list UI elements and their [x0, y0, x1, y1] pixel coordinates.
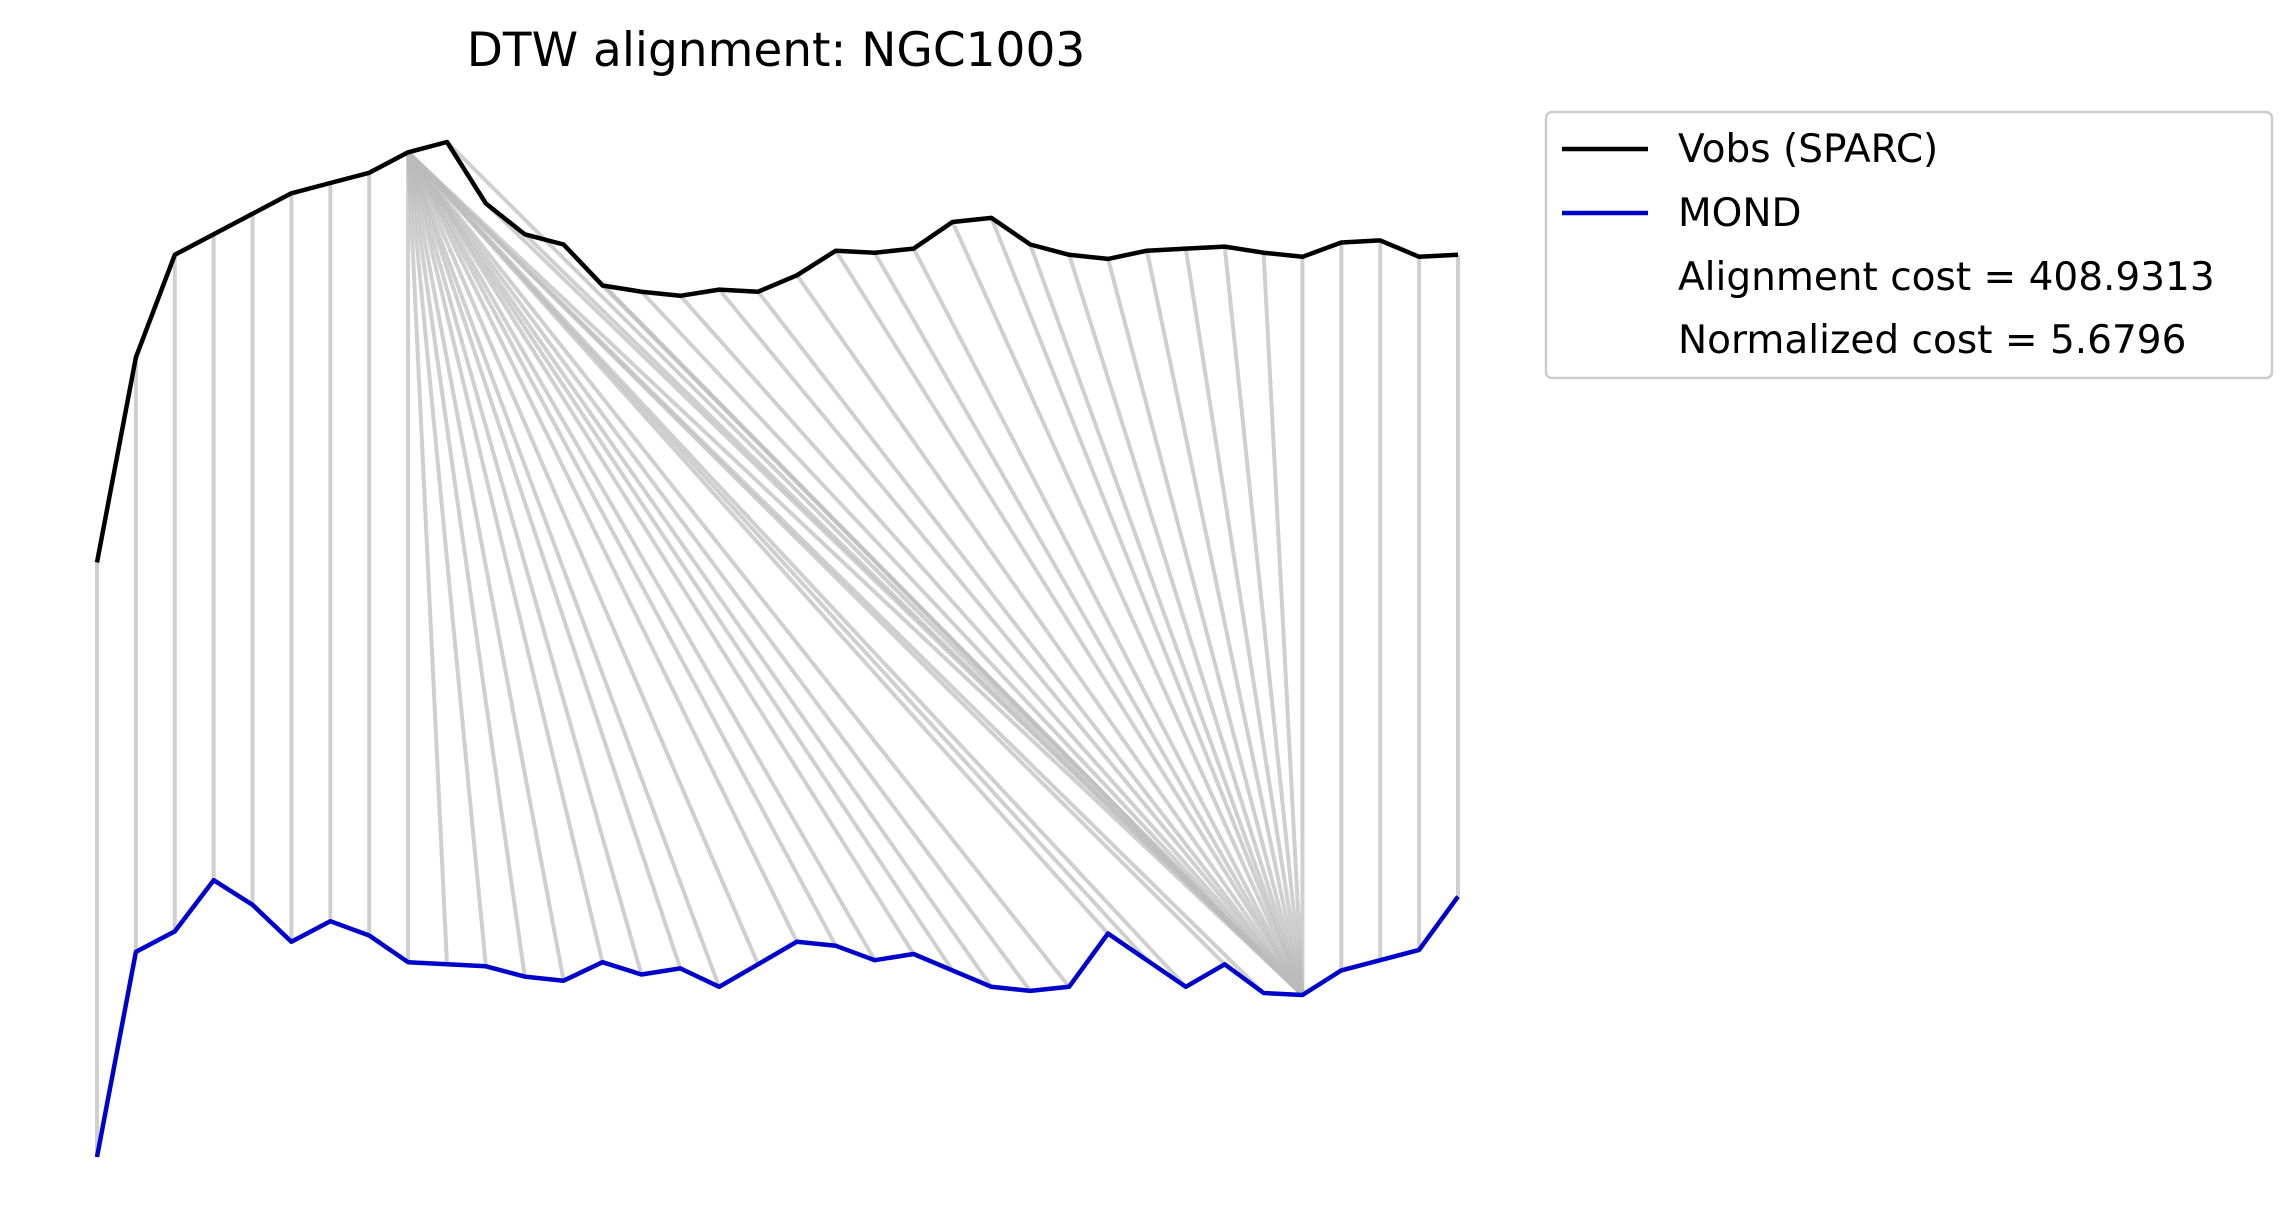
alignment-line	[406, 151, 1032, 993]
alignment-line	[406, 151, 683, 969]
chart-title: DTW alignment: NGC1003	[467, 23, 1086, 78]
alignment-line	[406, 151, 838, 947]
legend-label-mond: MOND	[1678, 191, 1802, 236]
alignment-line	[1144, 250, 1305, 996]
alignment-line	[406, 151, 955, 972]
alignment-line	[795, 274, 1305, 997]
alignment-line	[406, 152, 488, 967]
alignment-line	[911, 247, 1305, 996]
legend-frame	[1544, 110, 2274, 380]
alignment-line	[834, 249, 1305, 997]
alignment-line	[1261, 252, 1305, 996]
alignment-lines	[95, 140, 1460, 1157]
alignment-line	[406, 151, 994, 988]
alignment-line	[406, 151, 877, 962]
alignment-line	[601, 284, 1304, 997]
alignment-line	[406, 151, 722, 988]
alignment-line	[717, 288, 1304, 997]
alignment-line	[1183, 248, 1305, 996]
alignment-line	[406, 150, 1304, 997]
series-line-mond	[94, 877, 1460, 1158]
legend: Vobs (SPARC) MOND Alignment cost = 408.9…	[1544, 110, 2274, 380]
alignment-line	[950, 221, 1305, 996]
alignment-line	[406, 152, 449, 965]
legend-alignment-cost: Alignment cost = 408.9313	[1678, 255, 2215, 300]
alignment-line	[989, 217, 1305, 996]
alignment-line	[1067, 254, 1305, 996]
series-line-vobs	[94, 139, 1459, 563]
alignment-line	[1028, 243, 1305, 996]
alignment-line	[406, 151, 799, 943]
alignment-line	[872, 251, 1305, 997]
alignment-line	[406, 151, 760, 966]
alignment-line	[406, 151, 566, 982]
alignment-line	[406, 151, 605, 963]
alignment-line	[523, 232, 1304, 997]
alignment-line	[406, 151, 527, 977]
alignment-line	[639, 290, 1304, 997]
alignment-line	[406, 151, 916, 956]
alignment-line	[406, 151, 644, 976]
alignment-line	[1222, 246, 1305, 996]
alignment-line	[406, 150, 1265, 995]
alignment-line	[406, 151, 1071, 989]
alignment-line	[678, 294, 1304, 997]
alignment-line	[406, 150, 1188, 989]
alignment-line	[756, 290, 1305, 997]
alignment-line	[1106, 258, 1305, 996]
legend-label-vobs: Vobs (SPARC)	[1678, 127, 1938, 172]
legend-normalized-cost: Normalized cost = 5.6796	[1678, 318, 2186, 363]
series-lines	[94, 139, 1460, 1158]
